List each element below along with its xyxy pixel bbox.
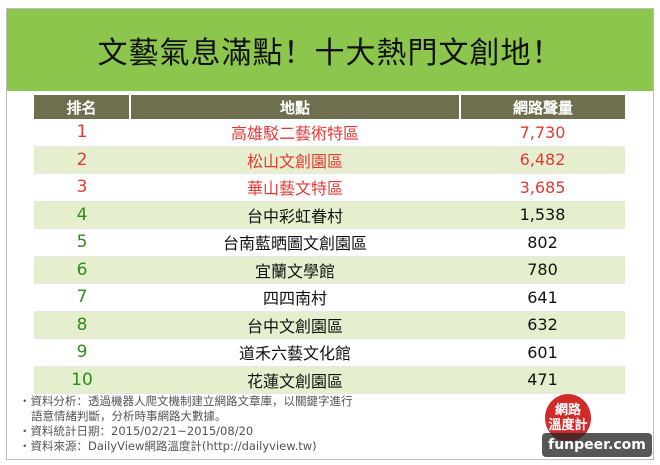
volume-cell: 1,538 — [460, 201, 625, 229]
rank-cell: 6 — [34, 256, 130, 284]
place-cell: 台中彩虹眷村 — [130, 201, 460, 229]
place-cell: 高雄駁二藝術特區 — [130, 119, 460, 147]
volume-cell: 7,730 — [460, 119, 625, 147]
place-cell: 松山文創園區 — [130, 146, 460, 174]
place-cell: 四四南村 — [130, 283, 460, 312]
volume-cell: 601 — [460, 338, 625, 367]
rank-cell: 1 — [34, 119, 130, 147]
seal-text-bottom: 溫度計 — [548, 418, 588, 433]
volume-cell: 641 — [460, 283, 625, 312]
table-row: 5 台南藍晒圖文創園區 802 — [34, 228, 625, 257]
rank-cell: 5 — [34, 228, 130, 257]
place-cell: 華山藝文特區 — [130, 173, 460, 202]
table-row: 7 四四南村 641 — [34, 283, 625, 312]
ranking-table: 排名 地點 網路聲量 1 高雄駁二藝術特區 7,730 2 松山文創園區 6,482 3 華山… — [34, 95, 625, 394]
table-row: 8 台中文創園區 632 — [34, 311, 625, 339]
rank-cell: 8 — [34, 311, 130, 339]
data-notes: ・資料分析：透過機器人爬文機制建立網路文章庫，以關鍵字進行 語意情緒判斷，分析時… — [19, 394, 539, 454]
table-row: 4 台中彩虹眷村 1,538 — [34, 201, 625, 229]
title-bar: 文藝氣息滿點！十大熱門文創地！ — [7, 9, 653, 91]
note-date: ・資料統計日期：2015/02/21~2015/08/20 — [19, 424, 254, 438]
volume-cell: 802 — [460, 228, 625, 257]
place-cell: 道禾六藝文化館 — [130, 338, 460, 367]
table-row: 3 華山藝文特區 3,685 — [34, 173, 625, 202]
seal-text-top: 網路 — [554, 403, 581, 418]
volume-cell: 780 — [460, 256, 625, 284]
volume-cell: 3,685 — [460, 173, 625, 202]
watermark-badge: funpeer.com — [542, 433, 652, 457]
note-analysis-cont: 語意情緒判斷，分析時事網路大數據。 — [31, 409, 227, 423]
rank-cell: 4 — [34, 201, 130, 229]
rank-cell: 10 — [34, 366, 130, 394]
table-row: 6 宜蘭文學館 780 — [34, 256, 625, 284]
watermark-text: funpeer.com — [548, 437, 646, 453]
header-place: 地點 — [130, 95, 461, 119]
rank-cell: 9 — [34, 338, 130, 367]
volume-cell: 6,482 — [460, 146, 625, 174]
header-rank: 排名 — [34, 95, 131, 119]
volume-cell: 471 — [460, 366, 625, 394]
rank-cell: 2 — [34, 146, 130, 174]
note-source: ・資料來源：DailyView網路溫度計(http://dailyview.tw… — [19, 439, 317, 453]
table-header-row: 排名 地點 網路聲量 — [34, 95, 625, 119]
rank-cell: 7 — [34, 283, 130, 312]
note-analysis: ・資料分析：透過機器人爬文機制建立網路文章庫，以關鍵字進行 — [19, 394, 353, 408]
place-cell: 台南藍晒圖文創園區 — [130, 228, 460, 257]
place-cell: 台中文創園區 — [130, 311, 460, 339]
page-title: 文藝氣息滿點！十大熱門文創地！ — [97, 36, 563, 71]
rank-cell: 3 — [34, 173, 130, 202]
infographic-frame: 文藝氣息滿點！十大熱門文創地！ 排名 地點 網路聲量 1 高雄駁二藝術特區 7,73… — [6, 8, 654, 460]
table-row: 1 高雄駁二藝術特區 7,730 — [34, 119, 625, 147]
table-row: 2 松山文創園區 6,482 — [34, 146, 625, 174]
place-cell: 宜蘭文學館 — [130, 256, 460, 284]
table-row: 9 道禾六藝文化館 601 — [34, 338, 625, 367]
table-row: 10 花蓮文創園區 471 — [34, 366, 625, 394]
volume-cell: 632 — [460, 311, 625, 339]
place-cell: 花蓮文創園區 — [130, 366, 460, 394]
header-volume: 網路聲量 — [460, 95, 625, 119]
